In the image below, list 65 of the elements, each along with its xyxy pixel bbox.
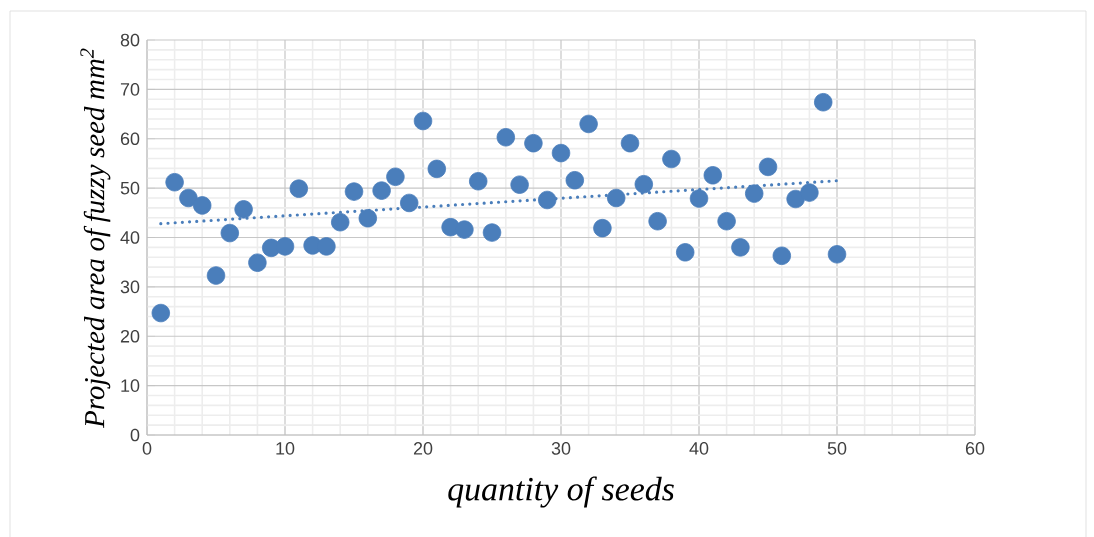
y-tick-label: 30 [120, 280, 140, 294]
y-tick-label: 50 [120, 181, 140, 195]
point [469, 172, 488, 191]
x-tick-label: 0 [142, 442, 152, 455]
point [731, 238, 750, 257]
y-axis-title: Projected area of fuzzy seed mm$^{2}$ [80, 48, 111, 429]
x-tick-label: 20 [413, 442, 433, 455]
point [358, 209, 378, 228]
point [331, 213, 350, 232]
point [827, 245, 847, 264]
point [524, 134, 543, 153]
point [772, 246, 792, 265]
point [496, 128, 516, 147]
y-tick-label: 70 [120, 83, 140, 96]
y-tick-label: 20 [120, 329, 140, 343]
point [758, 157, 778, 177]
point [206, 266, 226, 285]
y-tick-label: 0 [130, 428, 140, 442]
point [386, 167, 405, 186]
point [800, 183, 819, 202]
point [593, 218, 612, 238]
x-tick-label: 30 [551, 442, 571, 455]
point [510, 175, 529, 194]
point [317, 237, 336, 256]
point [565, 171, 585, 190]
x-tick-label: 60 [965, 442, 985, 455]
point [607, 188, 626, 208]
point [648, 212, 667, 231]
point [275, 237, 295, 256]
point [427, 159, 447, 179]
point [814, 93, 833, 112]
point [689, 189, 709, 208]
point [579, 114, 598, 134]
point [620, 134, 640, 153]
y-tick-label: 60 [120, 132, 140, 146]
point [179, 188, 198, 208]
point [220, 223, 240, 243]
point [344, 182, 364, 201]
point [413, 111, 433, 131]
point [662, 149, 681, 169]
x-tick-label: 40 [689, 442, 709, 455]
y-tick-label: 40 [120, 231, 140, 244]
point [165, 173, 184, 192]
point [717, 212, 736, 231]
point [455, 220, 474, 239]
point [248, 253, 267, 272]
y-tick-label: 10 [121, 379, 140, 392]
point [676, 243, 695, 262]
point [400, 193, 419, 213]
x-axis-title: quantity of seeds [448, 476, 674, 508]
point [745, 184, 764, 203]
point [538, 190, 557, 210]
point [234, 200, 253, 219]
point [482, 223, 502, 242]
point [372, 181, 391, 200]
x-tick-label: 50 [827, 442, 847, 455]
point [193, 196, 212, 215]
point [289, 179, 309, 198]
point [703, 166, 723, 185]
point [151, 303, 171, 323]
point [786, 189, 805, 209]
y-tick-label: 80 [120, 33, 140, 47]
point [634, 174, 654, 194]
x-tick-label: 10 [276, 442, 295, 455]
point [551, 143, 571, 163]
